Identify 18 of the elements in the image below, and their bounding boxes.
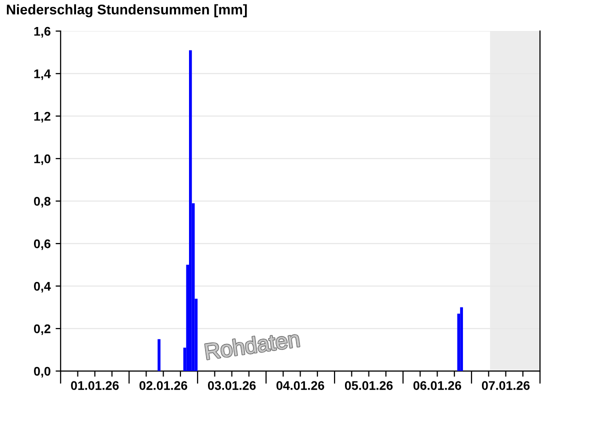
x-tick-label: 06.01.26 (413, 381, 462, 390)
x-tick-label: 04.01.26 (276, 381, 324, 390)
x-tick-label: 01.01.26 (71, 381, 119, 390)
x-tick-label: 03.01.26 (208, 381, 256, 390)
y-tick-label: 1,0 (34, 154, 50, 166)
y-tick-label: 0,6 (34, 239, 50, 250)
y-tick-label: 1,4 (34, 70, 51, 80)
chart-title: Niederschlag Stundensummen [mm] (6, 4, 247, 18)
y-tick-label: 1,6 (34, 26, 50, 38)
x-tick-label: 07.01.26 (482, 381, 530, 390)
annotation: Rohdaten (205, 330, 300, 360)
y-tick-label: 0,2 (34, 324, 50, 336)
y-tick-label: 0,8 (34, 196, 50, 208)
x-tick-label: 05.01.26 (344, 381, 393, 390)
y-tick-label: 1,2 (34, 112, 50, 123)
y-tick-label: 0,4 (34, 282, 51, 293)
x-tick-label: 02.01.26 (139, 381, 188, 390)
y-tick-label: 0,0 (34, 366, 50, 378)
